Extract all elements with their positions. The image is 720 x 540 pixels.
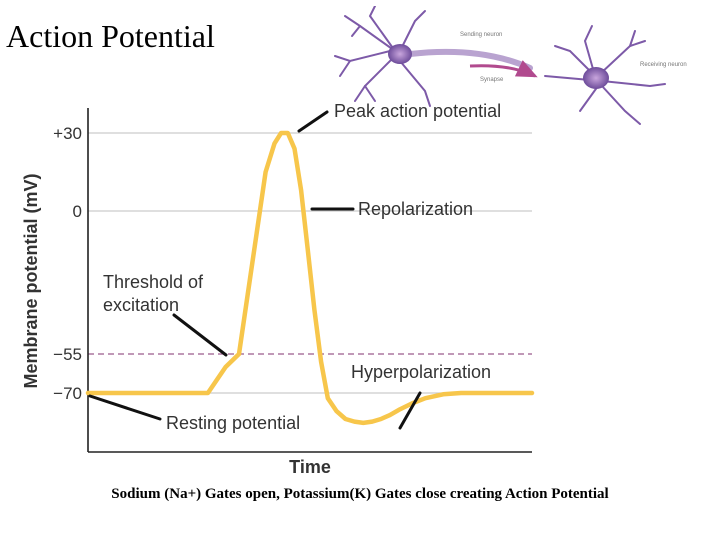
sending-neuron-label: Sending neuron (460, 32, 502, 38)
annotation-peak: Peak action potential (334, 101, 501, 121)
annotation-hyperpolarization: Hyperpolarization (351, 362, 491, 382)
receiving-neuron-label: Receiving neuron (640, 62, 687, 68)
hyperpolarization-pointer (398, 391, 422, 430)
annotation-repolarization: Repolarization (358, 199, 473, 219)
y-tick-label: 0 (73, 202, 82, 221)
membrane-potential-curve (85, 130, 535, 426)
resting-pointer (88, 394, 162, 421)
y-tick-label: −55 (53, 345, 82, 364)
x-axis-label: Time (289, 457, 331, 477)
annotation-resting: Resting potential (166, 413, 300, 433)
annotation-threshold: Threshold of excitation (103, 272, 208, 315)
y-tick-label: +30 (53, 124, 82, 143)
threshold-pointer (172, 313, 228, 357)
neuron-illustration: Sending neuron Receiving neuron Synapse (334, 6, 687, 125)
synapse-label: Synapse (480, 77, 504, 83)
slide-caption: Sodium (Na+) Gates open, Potassium(K) Ga… (111, 486, 609, 502)
peak-pointer (297, 110, 329, 133)
annotation-pointers (88, 110, 422, 430)
receiving-neuron-icon (544, 25, 666, 125)
y-axis-label: Membrane potential (mV) (21, 173, 41, 388)
annotation-threshold-line2: excitation (103, 295, 179, 315)
annotation-threshold-line1: Threshold of (103, 272, 204, 292)
y-tick-labels: +30 0 −55 −70 (53, 124, 82, 403)
y-tick-label: −70 (53, 384, 82, 403)
slide-title: Action Potential (6, 18, 215, 54)
